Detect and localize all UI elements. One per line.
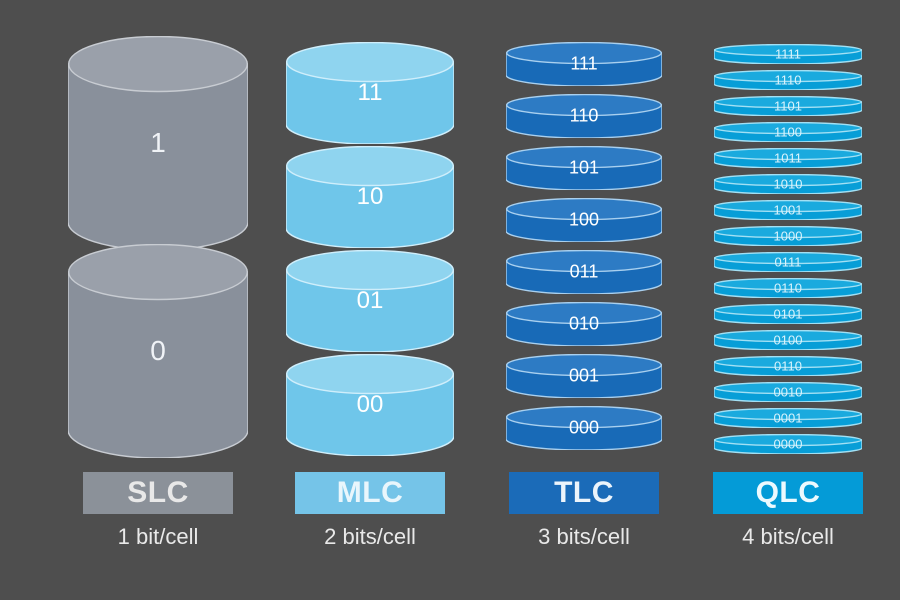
slc-subtitle: 1 bit/cell bbox=[118, 524, 199, 550]
qlc-stack: 1111 1110 1101 1100 1011 1010 1001 1000 … bbox=[694, 28, 882, 448]
mlc-disc: 01 bbox=[286, 250, 454, 352]
tlc-tag: TLC bbox=[509, 472, 659, 514]
column-tlc: 111 110 101 100 011 010 001 000 TLC 3 bits… bbox=[490, 28, 678, 572]
mlc-stack: 11 10 01 00 bbox=[276, 28, 464, 448]
qlc-tag: QLC bbox=[713, 472, 863, 514]
qlc-disc: 0001 bbox=[714, 408, 862, 428]
qlc-disc: 1010 bbox=[714, 174, 862, 194]
tlc-disc: 100 bbox=[506, 198, 662, 242]
mlc-disc: 11 bbox=[286, 42, 454, 144]
qlc-subtitle: 4 bits/cell bbox=[742, 524, 834, 550]
qlc-disc: 0010 bbox=[714, 382, 862, 402]
qlc-disc: 1100 bbox=[714, 122, 862, 142]
mlc-disc: 00 bbox=[286, 354, 454, 456]
qlc-disc: 1011 bbox=[714, 148, 862, 168]
qlc-disc: 1111 bbox=[714, 44, 862, 64]
qlc-disc: 1001 bbox=[714, 200, 862, 220]
mlc-tag: MLC bbox=[295, 472, 445, 514]
qlc-disc: 0000 bbox=[714, 434, 862, 454]
qlc-disc: 1000 bbox=[714, 226, 862, 246]
tlc-subtitle: 3 bits/cell bbox=[538, 524, 630, 550]
qlc-disc: 0111 bbox=[714, 252, 862, 272]
qlc-disc: 0110 bbox=[714, 356, 862, 376]
tlc-disc: 111 bbox=[506, 42, 662, 86]
slc-stack: 1 0 bbox=[64, 28, 252, 448]
tlc-disc: 011 bbox=[506, 250, 662, 294]
column-slc: 1 0 SLC 1 bit/cell bbox=[64, 28, 252, 572]
slc-disc: 0 bbox=[68, 244, 248, 458]
tlc-disc: 101 bbox=[506, 146, 662, 190]
column-mlc: 11 10 01 00 MLC 2 bits/cell bbox=[276, 28, 464, 572]
mlc-disc: 10 bbox=[286, 146, 454, 248]
tlc-stack: 111 110 101 100 011 010 001 000 bbox=[490, 28, 678, 448]
qlc-disc: 1110 bbox=[714, 70, 862, 90]
tlc-disc: 110 bbox=[506, 94, 662, 138]
tlc-disc: 000 bbox=[506, 406, 662, 450]
slc-tag: SLC bbox=[83, 472, 233, 514]
tlc-disc: 001 bbox=[506, 354, 662, 398]
tlc-disc: 010 bbox=[506, 302, 662, 346]
slc-disc: 1 bbox=[68, 36, 248, 250]
qlc-disc: 1101 bbox=[714, 96, 862, 116]
qlc-disc: 0101 bbox=[714, 304, 862, 324]
column-qlc: 1111 1110 1101 1100 1011 1010 1001 1000 … bbox=[694, 28, 882, 572]
mlc-subtitle: 2 bits/cell bbox=[324, 524, 416, 550]
qlc-disc: 0100 bbox=[714, 330, 862, 350]
qlc-disc: 0110 bbox=[714, 278, 862, 298]
nand-cell-types-infographic: 1 0 SLC 1 bit/cell 11 10 01 00 MLC 2 bits/ce… bbox=[0, 0, 900, 600]
